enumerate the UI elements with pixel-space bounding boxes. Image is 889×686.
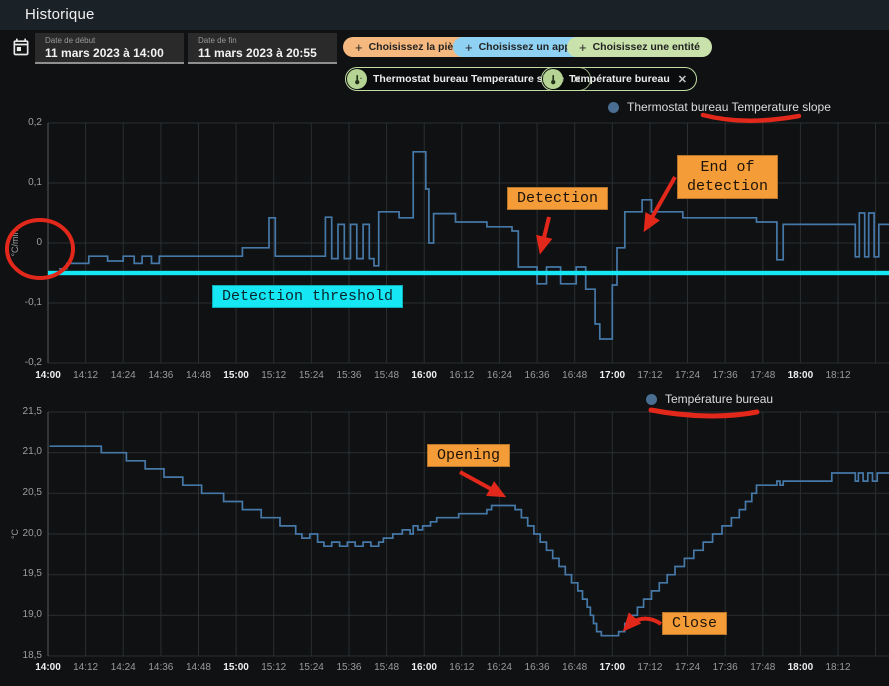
y-tick-label: 20,0 xyxy=(22,527,42,539)
series-line xyxy=(59,150,889,340)
x-tick-label: 14:24 xyxy=(110,370,136,381)
x-tick-label: 16:00 xyxy=(411,370,437,381)
thermometer-icon xyxy=(543,69,563,89)
y-tick-label: 20,5 xyxy=(22,486,42,498)
x-tick-label: 15:48 xyxy=(374,662,400,673)
date-start-value: 11 mars 2023 à 14:00 xyxy=(45,46,164,60)
date-end-value: 11 mars 2023 à 20:55 xyxy=(198,46,317,60)
x-tick-label: 17:00 xyxy=(599,370,626,381)
x-tick-label: 17:36 xyxy=(712,370,738,381)
x-tick-label: 14:12 xyxy=(73,662,99,673)
entity-chip-temperature-bureau[interactable]: Température bureau ✕ xyxy=(541,67,697,91)
x-tick-label: 16:48 xyxy=(562,662,588,673)
chip-label: Thermostat bureau Temperature slope xyxy=(373,73,565,85)
annotation-end-of-detection: End of detection xyxy=(677,155,779,199)
threshold-line xyxy=(48,270,889,276)
y-tick-label: 0,1 xyxy=(28,176,42,188)
x-tick-label: 16:36 xyxy=(524,662,550,673)
x-tick-label: 18:12 xyxy=(825,370,851,381)
legend-dot xyxy=(646,393,657,405)
x-tick-label: 15:48 xyxy=(374,370,400,381)
x-tick-label: 16:12 xyxy=(449,370,475,381)
thermometer-icon xyxy=(347,69,367,89)
calendar-button[interactable] xyxy=(8,36,34,60)
x-tick-label: 16:36 xyxy=(524,370,550,381)
x-tick-label: 15:00 xyxy=(223,370,249,381)
plus-icon: + xyxy=(579,39,587,55)
choose-area-button[interactable]: + Choisissez la pièce xyxy=(343,37,477,57)
x-tick-label: 16:24 xyxy=(486,370,512,381)
y-tick-label: 21,5 xyxy=(22,405,42,417)
choose-device-button[interactable]: + Choisissez un appareil xyxy=(453,37,605,57)
x-tick-label: 15:12 xyxy=(261,662,287,673)
choose-area-label: Choisissez la pièce xyxy=(368,41,465,53)
x-tick-label: 16:12 xyxy=(449,662,475,673)
close-icon[interactable]: ✕ xyxy=(572,73,582,86)
y-tick-label: -0,1 xyxy=(24,296,42,308)
x-tick-label: 17:12 xyxy=(637,662,663,673)
x-tick-label: 15:12 xyxy=(261,370,287,381)
x-tick-label: 17:00 xyxy=(599,662,626,673)
y-tick-label: 21,0 xyxy=(22,446,42,458)
x-tick-label: 14:36 xyxy=(148,370,174,381)
annotation-close: Close xyxy=(662,612,728,635)
series-line xyxy=(49,445,889,637)
x-tick-label: 14:24 xyxy=(110,662,136,673)
y-tick-label: 19,5 xyxy=(22,568,42,580)
date-end-field[interactable]: Date de fin 11 mars 2023 à 20:55 xyxy=(188,33,337,64)
choose-entity-button[interactable]: + Choisissez une entité xyxy=(567,37,712,57)
legend-dot xyxy=(608,101,619,113)
x-tick-label: 17:12 xyxy=(637,370,663,381)
y-tick-label: 18,5 xyxy=(22,649,42,661)
x-tick-label: 17:48 xyxy=(750,370,776,381)
annotation-line1: End of xyxy=(700,159,755,176)
x-tick-label: 15:00 xyxy=(223,662,249,673)
x-tick-label: 18:00 xyxy=(787,662,814,673)
x-tick-label: 17:36 xyxy=(712,662,738,673)
annotation-line2: detection xyxy=(687,178,769,195)
x-tick-label: 16:00 xyxy=(411,662,437,673)
y-tick-label: -0,2 xyxy=(24,356,42,368)
x-tick-label: 15:24 xyxy=(298,662,324,673)
x-tick-label: 14:12 xyxy=(73,370,99,381)
x-tick-label: 14:00 xyxy=(35,662,61,673)
x-tick-label: 17:24 xyxy=(675,370,701,381)
choose-entity-label: Choisissez une entité xyxy=(592,41,700,53)
x-tick-label: 14:36 xyxy=(148,662,174,673)
annotation-detection-threshold: Detection threshold xyxy=(212,285,404,308)
y-tick-label: 19,0 xyxy=(22,608,42,620)
close-icon[interactable]: ✕ xyxy=(677,73,687,86)
x-tick-label: 16:48 xyxy=(562,370,588,381)
x-tick-label: 15:36 xyxy=(336,662,362,673)
x-tick-label: 17:48 xyxy=(750,662,776,673)
annotation-detection: Detection xyxy=(507,187,609,210)
legend-temperature-slope[interactable]: Thermostat bureau Temperature slope xyxy=(608,100,831,114)
x-tick-label: 14:00 xyxy=(35,370,61,381)
date-start-field[interactable]: Date de début 11 mars 2023 à 14:00 xyxy=(35,33,184,64)
x-tick-label: 15:24 xyxy=(298,370,324,381)
x-tick-label: 15:36 xyxy=(336,370,362,381)
x-tick-label: 18:00 xyxy=(787,370,814,381)
x-tick-label: 18:12 xyxy=(825,662,851,673)
legend-temperature-bureau[interactable]: Température bureau xyxy=(646,392,773,406)
chip-label: Température bureau xyxy=(569,73,670,85)
plus-icon: + xyxy=(355,39,363,55)
x-tick-label: 16:24 xyxy=(486,662,512,673)
calendar-icon xyxy=(13,38,29,55)
y-tick-label: 0,2 xyxy=(28,116,42,128)
date-end-label: Date de fin xyxy=(198,36,237,45)
x-tick-label: 14:48 xyxy=(185,370,211,381)
legend-label: Thermostat bureau Temperature slope xyxy=(627,100,831,114)
choose-device-label: Choisissez un appareil xyxy=(478,41,593,53)
x-tick-label: 14:48 xyxy=(185,662,211,673)
legend-label: Température bureau xyxy=(665,392,774,406)
plus-icon: + xyxy=(465,39,473,55)
date-start-label: Date de début xyxy=(45,36,96,45)
x-tick-label: 17:24 xyxy=(675,662,701,673)
app-bar: Historique xyxy=(0,0,889,30)
page-title: Historique xyxy=(25,6,95,23)
annotation-opening: Opening xyxy=(427,444,511,467)
